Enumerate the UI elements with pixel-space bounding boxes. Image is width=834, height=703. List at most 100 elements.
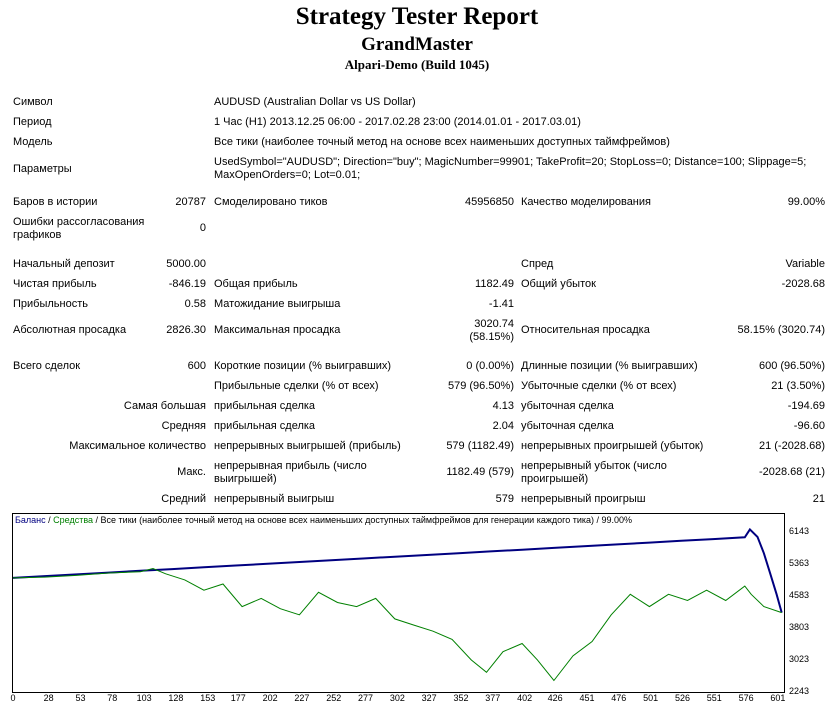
equity-line (12, 567, 782, 682)
rel-dd-value: 58.15% (3020.74) (737, 324, 825, 336)
max-label: Макс. (177, 466, 206, 478)
profit-trades-label: Прибыльные сделки (% от всех) (214, 380, 379, 392)
short-label: Короткие позиции (% выигравших) (214, 360, 392, 372)
x-tick-label: 177 (230, 693, 246, 703)
period-value: 1 Час (H1) 2013.12.25 06:00 - 2017.02.28… (214, 116, 581, 128)
avg-cons-losses-value: 21 (812, 493, 825, 505)
x-tick-label: 78 (107, 693, 118, 703)
x-tick-label: 0 (10, 693, 16, 703)
total-value: 600 (187, 360, 206, 372)
max-cons-profit-label: непрерывная прибыль (число выигрышей) (214, 460, 367, 485)
max-dd-value-2: (58.15%) (469, 331, 514, 343)
largest-label: Самая большая (123, 400, 206, 412)
rel-dd-label: Относительная просадка (521, 324, 650, 336)
x-tick-label: 501 (643, 693, 659, 703)
ticks-label: Смоделировано тиков (214, 196, 328, 208)
pf-value: 0.58 (184, 298, 206, 310)
long-value: 600 (96.50%) (758, 360, 825, 372)
x-tick-label: 103 (136, 693, 152, 703)
largest-profit-label: прибыльная сделка (214, 400, 316, 412)
gross-profit-value: 1182.49 (475, 278, 514, 290)
report-title: Strategy Tester Report (295, 3, 539, 30)
max-dd-value-1: 3020.74 (474, 318, 514, 330)
legend-rest: / Все тики (наиболее точный метод на осн… (93, 515, 633, 525)
long-label: Длинные позиции (% выигравших) (521, 360, 698, 372)
quality-label: Качество моделирования (521, 196, 651, 208)
avg-cons-wins-value: 579 (495, 493, 514, 505)
loss-trades-value: 21 (3.50%) (771, 380, 825, 392)
bars-label: Баров в истории (13, 196, 98, 208)
bars-value: 20787 (175, 196, 206, 208)
total-label: Всего сделок (13, 360, 81, 372)
x-tick-label: 576 (738, 693, 754, 703)
max-cons-profit-value: 1182.49 (579) (446, 466, 514, 478)
params-value: UsedSymbol="AUDUSD"; Direction="buy"; Ma… (214, 156, 807, 181)
x-tick-label: 128 (168, 693, 184, 703)
x-tick-label: 153 (200, 693, 216, 703)
gross-profit-label: Общая прибыль (214, 278, 298, 290)
x-tick-label: 327 (421, 693, 437, 703)
y-tick-label: 5363 (789, 558, 810, 568)
average-profit-value: 2.04 (492, 420, 514, 432)
abs-dd-label: Абсолютная просадка (13, 324, 127, 336)
deposit-label: Начальный депозит (13, 258, 115, 270)
model-value: Все тики (наиболее точный метод на основ… (214, 136, 670, 148)
avg-label: Средний (161, 493, 206, 505)
average-profit-label: прибыльная сделка (214, 420, 316, 432)
balance-line (12, 527, 783, 613)
avg-cons-losses-label: непрерывный проигрыш (521, 493, 646, 505)
profit-trades-value: 579 (96.50%) (447, 380, 514, 392)
net-value: -846.19 (168, 278, 206, 290)
model-label: Модель (13, 136, 53, 148)
loss-trades-label: Убыточные сделки (% от всех) (521, 380, 677, 392)
period-label: Период (13, 116, 52, 128)
x-tick-label: 601 (770, 693, 786, 703)
average-label: Средняя (161, 420, 206, 432)
x-tick-label: 402 (517, 693, 533, 703)
max-cons-losses-label: непрерывных проигрышей (убыток) (521, 440, 704, 452)
abs-dd-value: 2826.30 (166, 324, 206, 336)
params-label: Параметры (13, 163, 72, 175)
max-cons-wins-value: 579 (1182.49) (446, 440, 514, 452)
symbol-value: AUDUSD (Australian Dollar vs US Dollar) (214, 96, 416, 108)
x-tick-label: 551 (706, 693, 722, 703)
x-tick-label: 227 (294, 693, 310, 703)
x-tick-label: 476 (611, 693, 627, 703)
average-loss-value: -96.60 (793, 420, 825, 432)
quality-value: 99.00% (787, 196, 825, 208)
gross-loss-label: Общий убыток (521, 278, 596, 290)
max-count-label: Максимальное количество (69, 440, 206, 452)
y-tick-label: 3023 (789, 654, 810, 664)
deposit-value: 5000.00 (166, 258, 206, 270)
spread-label: Спред (521, 258, 554, 270)
expert-name: GrandMaster (361, 34, 473, 55)
x-tick-label: 352 (453, 693, 469, 703)
legend-balance: Баланс (15, 515, 46, 525)
x-tick-label: 451 (579, 693, 595, 703)
x-tick-label: 377 (485, 693, 501, 703)
max-cons-loss-label: непрерывный убыток (число проигрышей) (521, 460, 667, 485)
avg-cons-wins-label: непрерывный выигрыш (214, 493, 335, 505)
largest-loss-value: -194.69 (787, 400, 825, 412)
errors-value: 0 (199, 222, 206, 234)
x-tick-label: 426 (547, 693, 563, 703)
gross-loss-value: -2028.68 (781, 278, 825, 290)
x-tick-label: 202 (262, 693, 278, 703)
x-tick-label: 53 (75, 693, 86, 703)
x-tick-label: 526 (674, 693, 690, 703)
y-tick-label: 3803 (789, 622, 810, 632)
errors-label: Ошибки рассогласования графиков (13, 216, 145, 241)
expect-label: Матожидание выигрыша (214, 298, 341, 310)
legend-equity: Средства (53, 515, 94, 525)
pf-label: Прибыльность (13, 298, 88, 310)
spread-value: Variable (785, 258, 825, 270)
ticks-value: 45956850 (465, 196, 514, 208)
largest-loss-label: убыточная сделка (521, 400, 614, 412)
x-tick-label: 277 (358, 693, 374, 703)
max-cons-loss-value: -2028.68 (21) (758, 466, 825, 478)
chart-legend: Баланс / Средства / Все тики (наиболее т… (15, 515, 632, 525)
y-tick-label: 2243 (789, 686, 810, 696)
max-cons-losses-value: 21 (-2028.68) (758, 440, 825, 452)
server-name: Alpari-Demo (Build 1045) (344, 57, 490, 72)
